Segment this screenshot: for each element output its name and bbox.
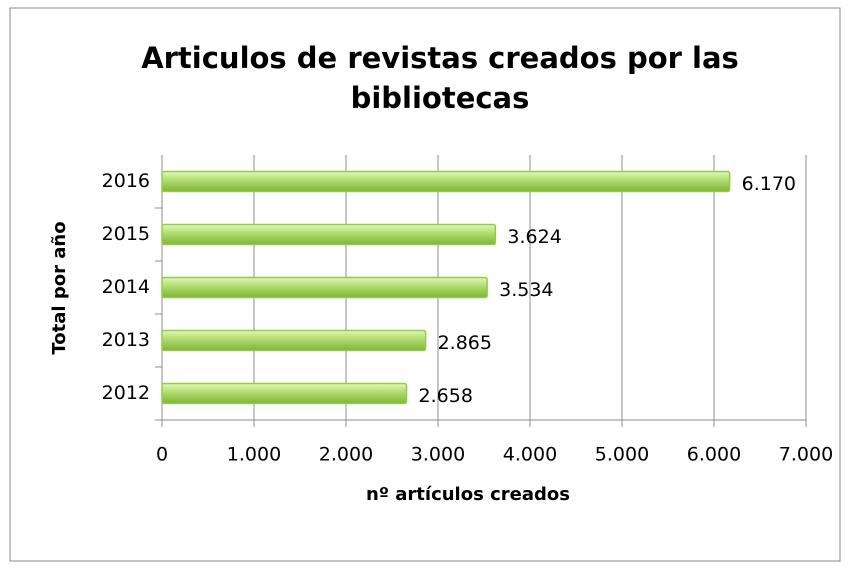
- value-label: 3.534: [499, 279, 553, 301]
- value-label: 2.865: [438, 332, 492, 354]
- y-tick-label: 2012: [102, 382, 150, 404]
- y-axis-label: Total por año: [49, 221, 70, 354]
- x-tick-label: 3.000: [411, 444, 465, 466]
- value-label: 3.624: [507, 226, 561, 248]
- y-tick-label: 2014: [102, 276, 150, 298]
- x-tick-label: 7.000: [779, 444, 833, 466]
- x-tick-label: 0: [156, 444, 168, 466]
- bar: [161, 382, 408, 405]
- value-label: 6.170: [742, 173, 796, 195]
- x-tick-label: 6.000: [687, 444, 741, 466]
- x-tick-label: 5.000: [595, 444, 649, 466]
- value-label: 2.658: [419, 385, 473, 407]
- y-tick-label: 2015: [102, 223, 150, 245]
- bar: [161, 170, 731, 193]
- bar: [161, 329, 427, 352]
- x-tick-label: 4.000: [503, 444, 557, 466]
- chart-title: Articulos de revistas creados por las bi…: [141, 41, 739, 115]
- y-tick-label: 2016: [102, 170, 150, 192]
- y-tick-label: 2013: [102, 329, 150, 351]
- bar: [161, 276, 488, 299]
- chart-frame: [9, 7, 841, 562]
- x-axis-label: nº artículos creados: [366, 484, 570, 505]
- x-tick-label: 2.000: [319, 444, 373, 466]
- bar: [161, 223, 497, 246]
- x-tick-label: 1.000: [227, 444, 281, 466]
